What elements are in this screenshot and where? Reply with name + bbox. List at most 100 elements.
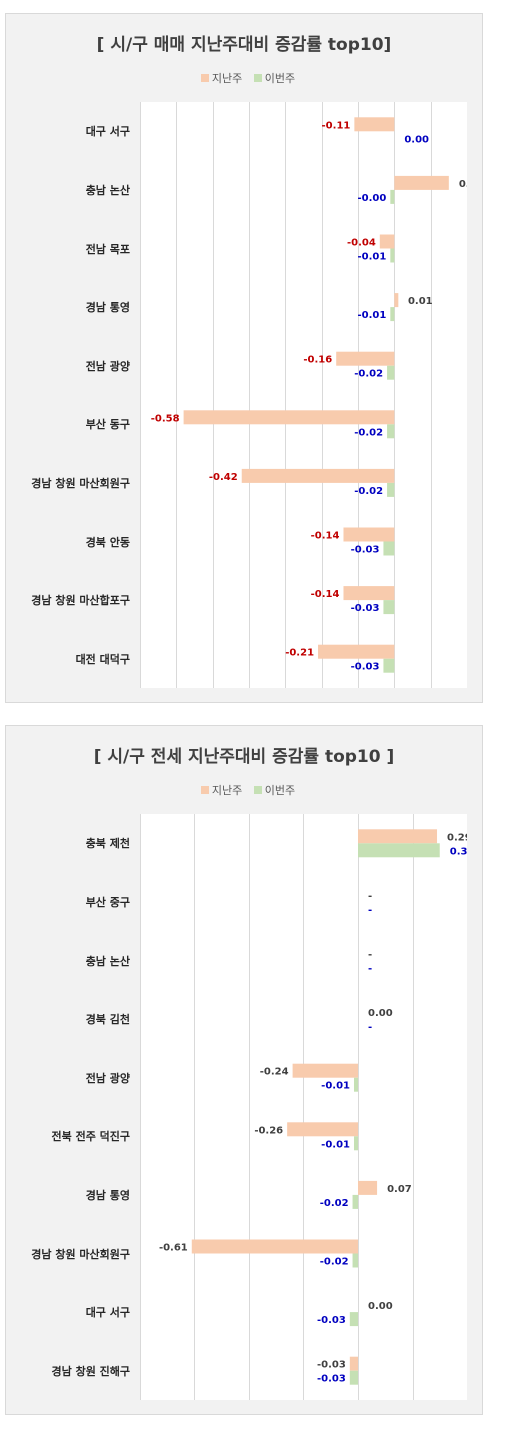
- bar-prev: [358, 1180, 378, 1195]
- data-label-curr: -: [368, 1022, 372, 1033]
- data-label-curr: -0.02: [354, 486, 383, 497]
- bar-curr: [349, 1312, 358, 1327]
- category-label: 부산 중구: [85, 895, 130, 909]
- jeonse-chart-panel: [ 시/구 전세 지난주대비 증감률 top10 ] 지난주 이번주 0.290…: [5, 725, 483, 1415]
- data-label-prev: -0.21: [285, 648, 314, 659]
- bar-prev: [287, 1122, 358, 1137]
- bar-prev: [292, 1063, 358, 1078]
- bar-curr: [383, 600, 395, 615]
- bar-curr: [390, 248, 395, 263]
- bar-prev: [354, 117, 395, 132]
- legend-swatch-prev: [200, 786, 209, 794]
- category-label: 대구 서구: [85, 1306, 130, 1320]
- data-label-curr: -0.01: [358, 252, 387, 263]
- bar-prev: [191, 1239, 358, 1254]
- data-label-curr: -0.01: [321, 1081, 350, 1092]
- bar-prev: [349, 1356, 358, 1371]
- data-label-prev: 0.15: [459, 179, 467, 190]
- bar-curr: [387, 482, 395, 497]
- category-label: 경북 김천: [85, 1013, 130, 1027]
- bar-prev: [343, 586, 395, 601]
- bar-prev: [183, 410, 395, 425]
- bar-prev: [394, 293, 399, 308]
- bar-curr: [352, 1194, 358, 1209]
- bar-prev: [379, 234, 395, 249]
- data-label-curr: -0.02: [354, 427, 383, 438]
- data-label-prev: -0.14: [311, 589, 340, 600]
- category-label: 경남 통영: [85, 301, 130, 315]
- data-label-curr: -0.03: [317, 1374, 346, 1385]
- category-label: 대전 대덕구: [75, 652, 130, 666]
- bar-curr: [383, 541, 395, 556]
- bar-curr: [383, 658, 395, 673]
- data-label-curr: -0.02: [320, 1257, 349, 1268]
- sale-chart-panel: [ 시/구 매매 지난주대비 증감률 top10] 지난주 이번주 -0.11 0…: [5, 13, 484, 703]
- chart-title: [ 시/구 매매 지난주대비 증감률 top10]: [96, 35, 392, 55]
- data-label-curr: -0.02: [320, 1198, 349, 1209]
- data-label-curr: -0.00: [358, 193, 387, 204]
- data-label-curr: -0.03: [351, 662, 380, 673]
- bar-prev: [241, 468, 395, 483]
- data-label-curr: -0.03: [351, 545, 380, 556]
- legend-label-curr: 이번주: [264, 784, 296, 797]
- data-label-prev: -0.42: [209, 472, 238, 483]
- bar-prev: [336, 351, 395, 366]
- data-label-prev: -0.11: [322, 120, 351, 131]
- bar-curr: [354, 1077, 358, 1092]
- category-label: 경남 통영: [85, 1188, 130, 1202]
- plot-area: -0.11 0.00 0.15 -0.00 -0.04 -0.01 0.01 -0.01 -0.…: [140, 102, 484, 688]
- category-label: 전남 목포: [85, 242, 130, 256]
- category-label: 부산 동구: [85, 418, 130, 432]
- data-label-curr: 0.00: [404, 134, 429, 145]
- data-label-prev: 0.29: [447, 832, 467, 843]
- category-label: 전북 전주 덕진구: [51, 1130, 131, 1144]
- legend-swatch-curr: [253, 74, 262, 82]
- bar-chart: -0.11 0.00 0.15 -0.00 -0.04 -0.01 0.01 -0.01 -0.…: [140, 102, 484, 688]
- data-label-curr: -: [368, 964, 372, 975]
- chart-legend: 지난주 이번주: [6, 782, 482, 798]
- bar-curr: [390, 307, 395, 322]
- bar-prev: [343, 527, 395, 542]
- data-label-prev: -0.24: [260, 1067, 289, 1078]
- data-label-curr: -: [368, 905, 372, 916]
- legend-swatch-curr: [253, 786, 262, 794]
- legend-swatch-prev: [200, 74, 209, 82]
- legend-label-prev: 지난주: [211, 72, 243, 85]
- data-label-prev: -0.61: [159, 1243, 188, 1254]
- data-label-curr: -0.01: [358, 310, 387, 321]
- legend-label-prev: 지난주: [211, 784, 243, 797]
- data-label-curr: 0.30: [450, 846, 467, 857]
- bar-curr: [390, 189, 395, 204]
- data-label-prev: 0.07: [387, 1184, 412, 1195]
- category-label: 경북 안동: [85, 535, 130, 549]
- data-label-prev: -0.58: [151, 413, 180, 424]
- data-label-curr: -0.02: [354, 369, 383, 380]
- bar-prev: [358, 829, 438, 844]
- bar-prev: [318, 644, 395, 659]
- data-label-prev: 0.01: [408, 296, 433, 307]
- bar-curr: [387, 365, 395, 380]
- category-label: 충남 논산: [85, 183, 130, 197]
- data-label-prev: -0.16: [303, 355, 332, 366]
- data-label-prev: -: [368, 950, 372, 961]
- data-label-prev: -: [368, 891, 372, 902]
- bar-curr: [358, 843, 440, 858]
- category-label: 대구 서구: [85, 125, 130, 139]
- data-label-prev: -0.14: [311, 531, 340, 542]
- category-label: 경남 창원 마산회원구: [31, 476, 130, 490]
- category-label: 충북 제천: [85, 837, 130, 851]
- data-label-prev: -0.04: [347, 238, 376, 249]
- category-label: 전남 광양: [85, 359, 130, 373]
- data-label-curr: -0.03: [317, 1315, 346, 1326]
- data-label-curr: -0.01: [321, 1139, 350, 1150]
- data-label-prev: 0.00: [368, 1008, 393, 1019]
- category-label: 충남 논산: [85, 954, 130, 968]
- bar-prev: [394, 175, 449, 190]
- category-label: 경남 창원 마산회원구: [31, 1247, 130, 1261]
- data-label-prev: 0.00: [368, 1301, 393, 1312]
- chart-legend: 지난주 이번주: [6, 70, 482, 86]
- data-label-prev: -0.26: [254, 1125, 283, 1136]
- category-label: 경남 창원 진해구: [51, 1364, 131, 1378]
- category-label: 경남 창원 마산합포구: [31, 594, 130, 608]
- bar-curr: [352, 1253, 358, 1268]
